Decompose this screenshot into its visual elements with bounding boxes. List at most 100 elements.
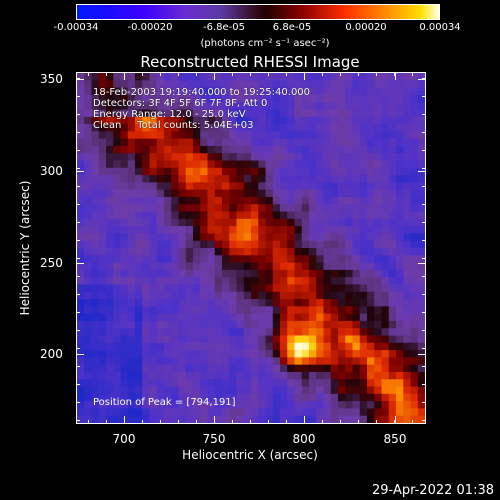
heatmap-cell	[403, 145, 412, 154]
heatmap-cell	[243, 124, 252, 132]
heatmap-cell	[294, 350, 303, 358]
heatmap-cell	[156, 226, 165, 235]
heatmap-cell	[178, 196, 187, 205]
heatmap-cell	[113, 182, 122, 191]
heatmap-cell	[258, 342, 267, 351]
heatmap-cell	[381, 262, 390, 271]
heatmap-cell	[287, 204, 296, 213]
heatmap-cell	[156, 328, 165, 337]
heatmap-cell	[178, 73, 187, 81]
heatmap-cell	[308, 262, 317, 271]
heatmap-cell	[106, 393, 114, 402]
heatmap-cell	[323, 116, 332, 125]
heatmap-cell	[178, 167, 187, 176]
heatmap-cell	[120, 196, 129, 205]
heatmap-cell	[388, 182, 397, 191]
heatmap-cell	[338, 226, 346, 235]
heatmap-cell	[265, 306, 274, 315]
heatmap-cell	[113, 160, 122, 169]
heatmap-cell	[258, 291, 267, 300]
heatmap-cell	[258, 94, 267, 103]
heatmap-cell	[301, 328, 310, 337]
heatmap-cell	[338, 145, 346, 154]
heatmap-cell	[403, 167, 412, 176]
heatmap-cell	[280, 94, 288, 103]
heatmap-cell	[251, 182, 259, 191]
heatmap-cell	[156, 255, 165, 264]
tick-mark	[418, 79, 426, 80]
heatmap-cell	[106, 401, 114, 410]
tick-mark	[214, 72, 215, 80]
heatmap-cell	[243, 167, 252, 176]
heatmap-cell	[106, 371, 114, 380]
heatmap-cell	[91, 320, 100, 329]
heatmap-cell	[243, 189, 252, 198]
heatmap-cell	[207, 255, 216, 264]
heatmap-cell	[294, 393, 303, 402]
heatmap-cell	[280, 313, 288, 322]
heatmap-cell	[381, 277, 390, 286]
heatmap-cell	[171, 371, 180, 380]
heatmap-cell	[403, 255, 412, 264]
heatmap-cell	[294, 124, 303, 132]
heatmap-cell	[367, 291, 375, 300]
heatmap-cell	[338, 116, 346, 125]
heatmap-cell	[294, 379, 303, 388]
heatmap-cell	[207, 379, 216, 388]
heatmap-cell	[221, 401, 230, 410]
heatmap-cell	[272, 262, 281, 271]
heatmap-cell	[127, 269, 136, 278]
heatmap-cell	[395, 269, 404, 278]
heatmap-cell	[308, 196, 317, 205]
heatmap-cell	[403, 386, 412, 395]
heatmap-cell	[156, 277, 165, 286]
heatmap-cell	[388, 204, 397, 213]
heatmap-cell	[221, 320, 230, 329]
heatmap-cell	[113, 211, 122, 220]
heatmap-cell	[287, 102, 296, 111]
heatmap-cell	[171, 80, 180, 89]
heatmap-cell	[178, 277, 187, 286]
heatmap-cell	[193, 364, 201, 373]
heatmap-cell	[374, 196, 383, 205]
heatmap-cell	[258, 80, 267, 89]
heatmap-cell	[149, 371, 158, 380]
heatmap-cell	[417, 80, 425, 89]
heatmap-cell	[98, 415, 107, 423]
heatmap-cell	[265, 145, 274, 154]
heatmap-cell	[229, 87, 238, 96]
heatmap-cell	[395, 124, 404, 132]
heatmap-cell	[410, 94, 419, 103]
heatmap-cell	[316, 284, 325, 293]
heatmap-cell	[323, 153, 332, 162]
heatmap-cell	[338, 131, 346, 140]
tick-mark	[160, 420, 161, 424]
heatmap-cell	[287, 124, 296, 132]
heatmap-cell	[280, 182, 288, 191]
heatmap-cell	[280, 371, 288, 380]
heatmap-cell	[367, 415, 375, 423]
heatmap-cell	[367, 328, 375, 337]
heatmap-cell	[301, 160, 310, 169]
heatmap-cell	[265, 167, 274, 176]
heatmap-cell	[207, 189, 216, 198]
tick-mark	[124, 72, 125, 76]
heatmap-cell	[251, 313, 259, 322]
heatmap-cell	[207, 109, 216, 118]
heatmap-cell	[171, 320, 180, 329]
heatmap-cell	[251, 269, 259, 278]
heatmap-cell	[338, 408, 346, 417]
heatmap-cell	[91, 211, 100, 220]
heatmap-cell	[395, 116, 404, 125]
heatmap-cell	[287, 320, 296, 329]
heatmap-cell	[395, 335, 404, 344]
heatmap-cell	[367, 408, 375, 417]
heatmap-cell	[134, 153, 143, 162]
heatmap-cell	[193, 248, 201, 256]
tick-mark	[76, 348, 80, 349]
heatmap-cell	[330, 269, 339, 278]
tick-mark	[422, 330, 426, 331]
heatmap-cell	[287, 145, 296, 154]
heatmap-cell	[221, 364, 230, 373]
heatmap-cell	[221, 102, 230, 111]
